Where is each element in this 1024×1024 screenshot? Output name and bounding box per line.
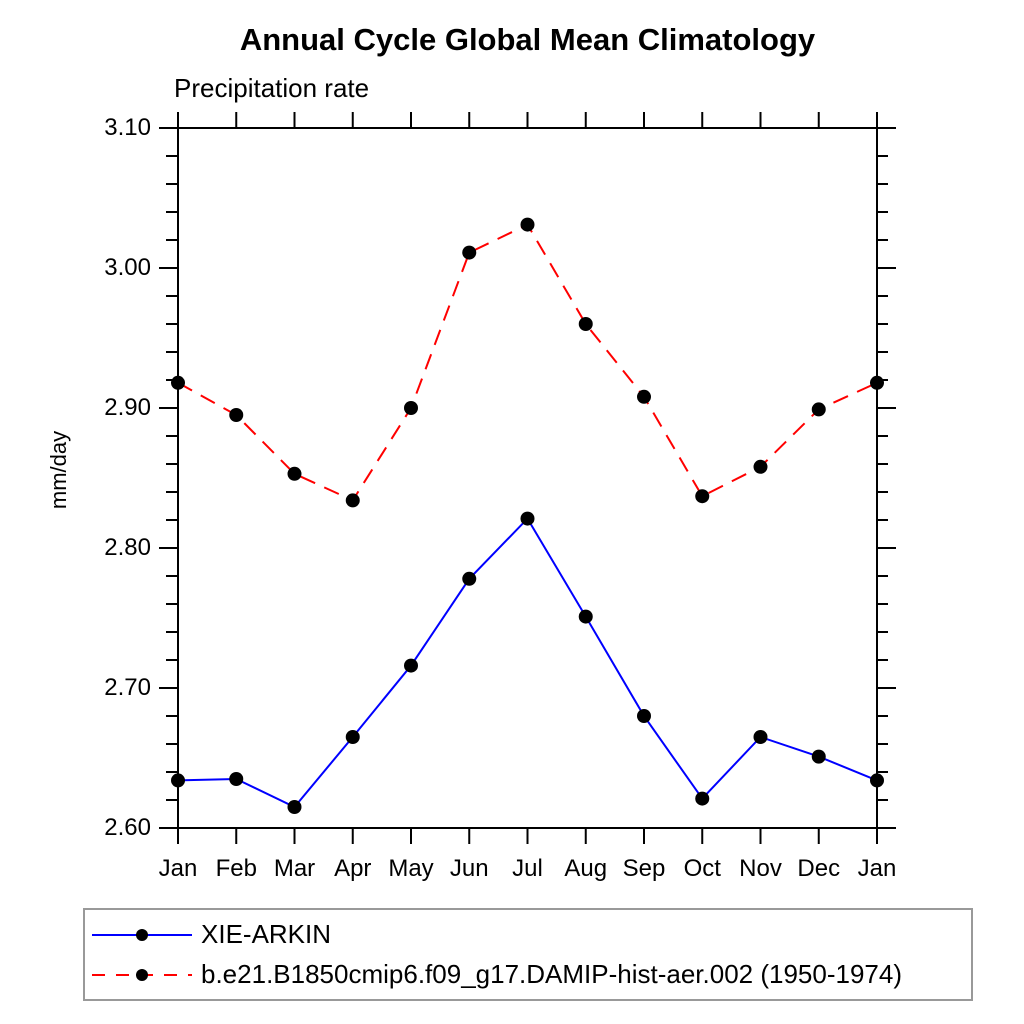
data-point <box>345 493 360 508</box>
x-tick-label: Jan <box>857 855 897 882</box>
data-point <box>753 730 768 744</box>
y-tick-label: 3.10 <box>104 114 151 141</box>
legend-marker-dot-icon <box>136 968 148 981</box>
x-tick-label: Jan <box>158 855 198 882</box>
data-point <box>870 773 884 788</box>
y-tick-label: 2.90 <box>104 394 151 421</box>
x-tick-label: Apr <box>334 855 372 882</box>
x-tick-label: Aug <box>564 855 608 882</box>
legend: XIE-ARKIN b.e21.B1850cmip6.f09_g17.DAMIP… <box>83 908 973 1001</box>
data-point <box>462 571 477 586</box>
legend-label-model: b.e21.B1850cmip6.f09_g17.DAMIP-hist-aer.… <box>201 959 902 989</box>
x-tick-label: Sep <box>622 855 666 882</box>
legend-entry-model: b.e21.B1850cmip6.f09_g17.DAMIP-hist-aer.… <box>90 955 971 995</box>
x-tick-label: Nov <box>739 855 782 882</box>
data-point <box>811 402 826 417</box>
chart-subtitle: Precipitation rate <box>174 73 370 103</box>
data-point <box>345 730 360 744</box>
data-point <box>578 317 593 331</box>
legend-entry-observation: XIE-ARKIN <box>90 915 971 955</box>
legend-swatch-solid-line-icon <box>92 928 192 941</box>
x-tick-label: Jun <box>449 855 489 882</box>
legend-swatch-dashed-line-icon <box>92 968 192 981</box>
chart-title: Annual Cycle Global Mean Climatology <box>239 22 816 57</box>
data-point <box>171 375 185 390</box>
x-tick-label: May <box>388 855 434 882</box>
data-point <box>870 375 884 390</box>
x-tick-label: Dec <box>797 855 841 882</box>
y-tick-label: 3.00 <box>104 254 151 281</box>
legend-label-observation: XIE-ARKIN <box>201 919 332 949</box>
data-point <box>811 749 826 764</box>
x-tick-label: Jul <box>512 855 543 882</box>
data-point <box>520 217 535 232</box>
y-axis-tick-labels: 2.60 2.70 2.80 2.90 3.00 3.10 <box>0 0 151 1024</box>
data-point <box>695 791 710 806</box>
x-tick-label: Mar <box>273 855 316 882</box>
data-point <box>171 773 185 788</box>
data-point <box>404 401 418 415</box>
x-tick-label: Feb <box>215 855 257 882</box>
y-tick-label: 2.60 <box>104 814 151 841</box>
data-point <box>287 800 302 814</box>
data-point <box>578 609 593 624</box>
data-point <box>404 658 418 673</box>
data-point <box>520 511 535 526</box>
data-point <box>462 245 477 260</box>
data-point <box>637 709 651 723</box>
data-point <box>695 489 710 504</box>
y-tick-label: 2.80 <box>104 534 151 561</box>
data-point <box>229 772 244 786</box>
data-point <box>637 389 651 404</box>
data-point <box>753 459 768 474</box>
y-tick-label: 2.70 <box>104 674 151 701</box>
data-point <box>287 466 302 481</box>
legend-marker-dot-icon <box>136 928 148 941</box>
data-point <box>229 408 244 422</box>
x-tick-label: Oct <box>683 855 721 882</box>
